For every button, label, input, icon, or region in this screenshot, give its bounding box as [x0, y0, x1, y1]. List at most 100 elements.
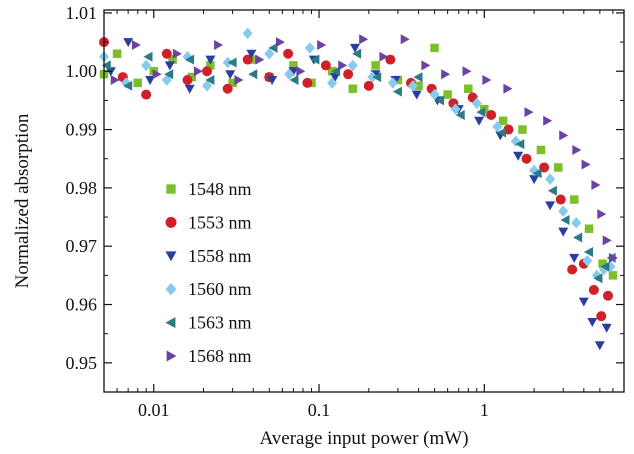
- axis-ticks: 0.01 0.1 1 0.95 0.96 0.97 0.98 0.99 1.00 1.01: [66, 3, 625, 420]
- data-point: [414, 81, 423, 91]
- data-point: [121, 77, 132, 89]
- data-point: [524, 107, 534, 118]
- data-point: [400, 34, 410, 45]
- data-point: [184, 84, 195, 94]
- data-point: [193, 66, 203, 77]
- data-point: [288, 67, 299, 77]
- data-point: [202, 80, 212, 92]
- data-point: [521, 153, 532, 164]
- data-point: [214, 40, 224, 50]
- data-point: [510, 135, 521, 147]
- legend-marker: [166, 184, 176, 194]
- data-point: [187, 72, 197, 82]
- data-point: [234, 75, 244, 85]
- data-point: [206, 61, 215, 70]
- data-point: [343, 69, 354, 80]
- y-tick-label: 0.99: [66, 120, 98, 140]
- data-point: [582, 255, 593, 267]
- x-tick-label: 0.01: [138, 400, 170, 420]
- data-point: [350, 43, 360, 53]
- data-point: [133, 78, 142, 88]
- data-point: [268, 42, 278, 53]
- data-point: [101, 60, 111, 71]
- data-point: [110, 75, 120, 85]
- data-point: [587, 318, 598, 327]
- y-tick-label: 0.96: [66, 295, 98, 315]
- data-point: [464, 84, 473, 93]
- data-point: [141, 59, 152, 72]
- data-point: [435, 95, 445, 106]
- data-point: [569, 195, 579, 204]
- data-point: [205, 55, 216, 65]
- data-point: [430, 43, 439, 53]
- data-point: [249, 55, 258, 64]
- data-point: [283, 48, 294, 59]
- data-point: [304, 42, 315, 54]
- data-point: [327, 77, 338, 89]
- data-point: [515, 139, 525, 150]
- data-point: [284, 68, 295, 80]
- data-point: [497, 127, 506, 138]
- data-point: [608, 271, 618, 280]
- data-point: [123, 80, 133, 91]
- data-point: [591, 180, 601, 190]
- data-point: [408, 80, 418, 92]
- data-point: [363, 80, 374, 91]
- data-point: [296, 66, 306, 77]
- data-point: [581, 159, 591, 170]
- data-point: [482, 75, 492, 85]
- data-point: [539, 162, 550, 173]
- legend-label: 1558 nm: [188, 246, 252, 266]
- data-point: [573, 232, 583, 243]
- series-1568-nm: [110, 34, 618, 263]
- data-point: [588, 284, 599, 295]
- data-point: [379, 51, 389, 62]
- legend-label: 1548 nm: [188, 179, 252, 199]
- data-point: [584, 247, 593, 257]
- data-point: [518, 125, 527, 134]
- data-point: [421, 60, 431, 71]
- data-point: [141, 89, 152, 100]
- data-point: [372, 72, 382, 83]
- data-point: [387, 77, 398, 89]
- legend-marker: [165, 216, 177, 228]
- data-point: [545, 173, 556, 185]
- x-tick-label: 0.1: [308, 400, 331, 420]
- data-point: [532, 168, 542, 179]
- plot-frame: [103, 9, 625, 393]
- legend-marker: [165, 282, 177, 296]
- data-point: [429, 88, 440, 101]
- data-point: [202, 66, 213, 77]
- series-1560-nm: [99, 27, 616, 282]
- data-point: [275, 37, 285, 48]
- legend-label: 1560 nm: [188, 279, 252, 299]
- data-point: [359, 34, 369, 45]
- data-point: [161, 48, 172, 59]
- data-point: [545, 201, 556, 211]
- data-point: [593, 273, 603, 284]
- legend-marker: [166, 350, 177, 362]
- data-point: [486, 109, 497, 120]
- legend-marker: [165, 251, 177, 262]
- legend-label: 1568 nm: [188, 346, 252, 366]
- data-markers: [99, 27, 618, 351]
- x-axis-title: Average input power (mW): [259, 428, 468, 449]
- data-point: [600, 261, 610, 272]
- data-point: [529, 175, 540, 185]
- data-point: [131, 40, 141, 50]
- y-tick-label: 0.95: [66, 353, 98, 373]
- data-point: [168, 55, 177, 64]
- data-point: [246, 49, 257, 59]
- data-point: [513, 151, 524, 161]
- data-point: [476, 107, 486, 118]
- data-point: [348, 84, 358, 93]
- data-point: [289, 75, 299, 85]
- data-point: [392, 86, 402, 97]
- y-tick-label: 0.97: [66, 236, 98, 256]
- data-point: [228, 78, 237, 88]
- data-point: [543, 115, 553, 126]
- y-tick-label: 1.00: [66, 61, 98, 81]
- data-point: [123, 38, 134, 48]
- data-point: [385, 54, 396, 65]
- data-point: [450, 103, 461, 115]
